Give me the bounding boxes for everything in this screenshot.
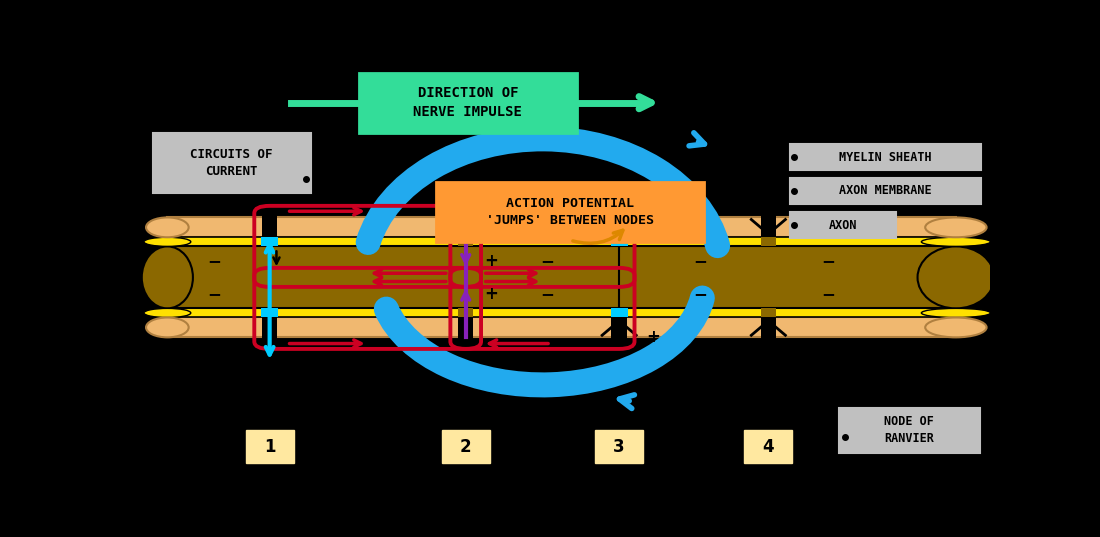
FancyBboxPatch shape bbox=[745, 430, 792, 463]
Text: 2: 2 bbox=[460, 438, 472, 455]
Text: 4: 4 bbox=[762, 438, 774, 455]
Bar bbox=[610, 308, 628, 317]
Text: DIRECTION OF
NERVE IMPULSE: DIRECTION OF NERVE IMPULSE bbox=[414, 86, 522, 119]
Ellipse shape bbox=[925, 217, 987, 237]
Bar bbox=[458, 213, 473, 237]
Bar bbox=[262, 308, 277, 317]
Ellipse shape bbox=[144, 237, 190, 246]
Bar bbox=[761, 317, 776, 342]
Bar bbox=[610, 237, 628, 246]
Text: +: + bbox=[484, 252, 498, 270]
Bar bbox=[761, 308, 776, 317]
Text: ACTION POTENTIAL
'JUMPS' BETWEEN NODES: ACTION POTENTIAL 'JUMPS' BETWEEN NODES bbox=[486, 197, 654, 227]
FancyBboxPatch shape bbox=[436, 182, 704, 242]
Ellipse shape bbox=[142, 246, 192, 308]
Bar bbox=[262, 317, 277, 342]
Ellipse shape bbox=[922, 308, 990, 317]
Bar bbox=[167, 237, 956, 246]
Bar bbox=[262, 213, 277, 237]
Text: AXON: AXON bbox=[828, 219, 857, 232]
Text: AXON MEMBRANE: AXON MEMBRANE bbox=[839, 185, 932, 198]
Text: 1: 1 bbox=[264, 438, 275, 455]
Bar bbox=[458, 237, 473, 246]
Text: CIRCUITS OF
CURRENT: CIRCUITS OF CURRENT bbox=[190, 148, 273, 178]
Bar bbox=[612, 213, 627, 237]
Bar bbox=[167, 217, 956, 237]
Bar bbox=[261, 237, 278, 246]
Ellipse shape bbox=[925, 317, 987, 337]
FancyBboxPatch shape bbox=[442, 430, 490, 463]
Bar bbox=[612, 308, 627, 317]
Bar bbox=[167, 246, 956, 308]
Text: MYELIN SHEATH: MYELIN SHEATH bbox=[839, 150, 932, 164]
Text: +: + bbox=[484, 285, 498, 303]
Bar bbox=[167, 308, 956, 317]
Text: −: − bbox=[540, 252, 553, 270]
Bar bbox=[262, 237, 277, 246]
Text: NODE OF
RANVIER: NODE OF RANVIER bbox=[884, 416, 934, 445]
Bar bbox=[761, 213, 776, 237]
FancyBboxPatch shape bbox=[359, 72, 576, 133]
Ellipse shape bbox=[146, 217, 189, 237]
Text: −: − bbox=[821, 285, 835, 303]
FancyBboxPatch shape bbox=[153, 133, 310, 193]
Text: +: + bbox=[647, 328, 660, 346]
FancyBboxPatch shape bbox=[245, 430, 294, 463]
Ellipse shape bbox=[917, 246, 994, 308]
FancyBboxPatch shape bbox=[790, 213, 896, 238]
Text: −: − bbox=[207, 285, 221, 303]
Ellipse shape bbox=[144, 308, 190, 317]
Bar bbox=[261, 308, 278, 317]
Bar bbox=[458, 308, 473, 317]
Bar bbox=[612, 317, 627, 342]
FancyBboxPatch shape bbox=[839, 408, 980, 453]
Ellipse shape bbox=[922, 237, 990, 246]
Text: −: − bbox=[693, 252, 707, 270]
Ellipse shape bbox=[146, 317, 189, 337]
FancyBboxPatch shape bbox=[595, 430, 644, 463]
Text: −: − bbox=[540, 285, 553, 303]
FancyBboxPatch shape bbox=[790, 178, 981, 204]
Text: −: − bbox=[693, 285, 707, 303]
Text: −: − bbox=[207, 252, 221, 270]
Bar bbox=[167, 317, 956, 337]
FancyBboxPatch shape bbox=[790, 144, 981, 170]
Text: −: − bbox=[821, 252, 835, 270]
Text: 3: 3 bbox=[614, 438, 625, 455]
Bar bbox=[612, 237, 627, 246]
Bar bbox=[761, 237, 776, 246]
Bar bbox=[458, 317, 473, 342]
